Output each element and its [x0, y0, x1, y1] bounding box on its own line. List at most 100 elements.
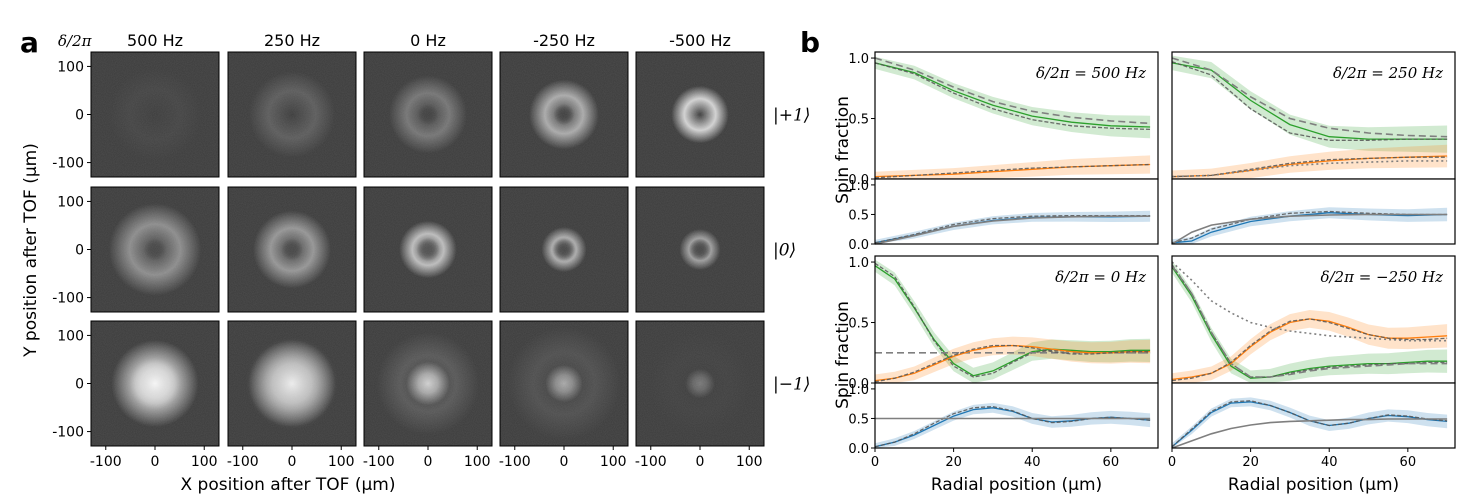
series-line-gray-solid [874, 215, 1151, 245]
row-state-label: |0⟩ [773, 241, 796, 261]
absorption-image [499, 186, 629, 313]
spin-fraction-plots: δ/2π = 500 Hz0.00.51.0δ/2π = 250 Hz0.00.… [848, 51, 1456, 495]
absorption-image [90, 320, 220, 447]
series-line-gray-solid [1171, 213, 1448, 245]
series-line-green-solid [874, 62, 1151, 128]
panel-a-x-ticks: -100 0 100 -100 0 100 -100 0 100 -100 0 100 -100 0 100 [90, 446, 763, 470]
panel-a: a δ/2π 500 Hz 250 Hz 0 Hz -250 Hz -500 Hz 10… [20, 26, 810, 495]
y-tick-label: 0.0 [848, 173, 869, 188]
panel-b-letter: b [800, 26, 820, 59]
x-tick-label: -100 [227, 454, 259, 470]
series-line-gray-dashed [874, 57, 1151, 125]
series-line-gray-dotted [1171, 261, 1448, 342]
series-line-orange-dashed [1171, 318, 1448, 382]
confidence-band [875, 336, 1151, 383]
absorption-image [363, 320, 493, 447]
x-tick-label: 20 [945, 455, 962, 470]
absorption-image [499, 51, 629, 178]
y-tick-label: 100 [57, 59, 84, 75]
series-line-blue-dashed [874, 405, 1151, 448]
confidence-band [1172, 207, 1448, 244]
plot-title: δ/2π = 500 Hz [1036, 64, 1146, 82]
series-line-orange-dashed [874, 163, 1151, 179]
x-tick-label: 0 [560, 454, 569, 470]
series-line-gray-solid [1171, 418, 1448, 449]
series-line-green-dashed [1171, 61, 1448, 141]
confidence-band [1172, 310, 1448, 383]
column-label: 250 Hz [264, 31, 320, 50]
row-labels: |+1⟩ |0⟩ |−1⟩ [773, 106, 810, 395]
x-tick-label: -100 [499, 454, 531, 470]
y-tick-label: 0 [75, 243, 84, 259]
plot-xlabel: Radial position (μm) [931, 475, 1102, 495]
x-tick-label: 100 [600, 454, 627, 470]
y-tick-label: -100 [52, 425, 84, 441]
x-tick-label: 60 [1400, 455, 1417, 470]
column-labels: 500 Hz 250 Hz 0 Hz -250 Hz -500 Hz [127, 31, 731, 50]
x-tick-label: -100 [635, 454, 667, 470]
y-tick-label: 0.0 [848, 238, 869, 253]
y-tick-label: 0.5 [848, 113, 869, 128]
x-tick-label: 0 [1168, 455, 1176, 470]
x-tick-label: 100 [328, 454, 355, 470]
panel-a-xlabel: X position after TOF (μm) [181, 475, 396, 495]
x-tick-label: 0 [871, 455, 879, 470]
y-tick-label: -100 [52, 156, 84, 172]
panel-b-ylabel-bottom: Spin fraction [833, 301, 853, 409]
y-tick-label: 100 [57, 194, 84, 210]
series-line-gray-dashed [1171, 265, 1448, 378]
x-tick-label: 40 [1024, 455, 1041, 470]
confidence-band [1172, 260, 1448, 383]
absorption-image [227, 51, 357, 178]
absorption-image [90, 51, 220, 178]
plot-xlabel: Radial position (μm) [1228, 475, 1399, 495]
series-line-gray-dotted [1171, 160, 1448, 178]
x-tick-label: 0 [424, 454, 433, 470]
absorption-image [90, 186, 220, 313]
series-line-green-solid [1171, 266, 1448, 379]
panel-a-y-ticks: 100 0 -100 100 0 -100 100 0 -100 [52, 59, 91, 441]
panel-a-ylabel: Y position after TOF (μm) [21, 143, 41, 358]
absorption-image [635, 186, 765, 313]
spin-fraction-plot [1171, 178, 1456, 245]
column-label: -500 Hz [669, 31, 731, 50]
series-line-orange-dashed [874, 344, 1151, 383]
x-tick-label: 100 [191, 454, 218, 470]
x-tick-label: -100 [90, 454, 122, 470]
y-tick-label: 1.0 [848, 256, 869, 271]
x-tick-label: -100 [363, 454, 395, 470]
series-line-green-dashed [874, 62, 1151, 131]
row-state-label: |−1⟩ [773, 375, 810, 395]
x-tick-label: 0 [151, 454, 160, 470]
y-tick-label: 0.5 [848, 412, 869, 427]
y-tick-label: 1.0 [848, 179, 869, 194]
image-grid [90, 51, 765, 447]
absorption-image [363, 186, 493, 313]
x-tick-label: 100 [736, 454, 763, 470]
spin-fraction-plot: δ/2π = 500 Hz 0.0 0.5 1.0 [848, 51, 1159, 188]
x-tick-label: 100 [464, 454, 491, 470]
y-tick-label: 0.0 [848, 442, 869, 457]
spin-fraction-plot: 0.0 0.5 1.0 [848, 178, 1159, 253]
y-tick-label: 0.5 [848, 208, 869, 223]
absorption-image [227, 320, 357, 447]
absorption-image [499, 320, 629, 447]
y-tick-label: 0.0 [848, 377, 869, 392]
absorption-image [635, 320, 765, 447]
y-tick-label: 0.5 [848, 317, 869, 332]
column-label: -250 Hz [533, 31, 595, 50]
x-tick-label: 40 [1321, 455, 1338, 470]
x-tick-label: 60 [1103, 455, 1120, 470]
x-tick-label: 0 [288, 454, 297, 470]
spin-fraction-plot: δ/2π = −250 Hz [1171, 255, 1456, 384]
column-label: 500 Hz [127, 31, 183, 50]
y-tick-label: 0 [75, 377, 84, 393]
y-tick-label: 1.0 [848, 52, 869, 67]
absorption-image [363, 51, 493, 178]
row-state-label: |+1⟩ [773, 106, 810, 126]
absorption-image [227, 186, 357, 313]
y-tick-label: 0 [75, 108, 84, 124]
y-tick-label: 1.0 [848, 383, 869, 398]
confidence-band [1172, 55, 1448, 153]
confidence-band [1172, 397, 1448, 448]
